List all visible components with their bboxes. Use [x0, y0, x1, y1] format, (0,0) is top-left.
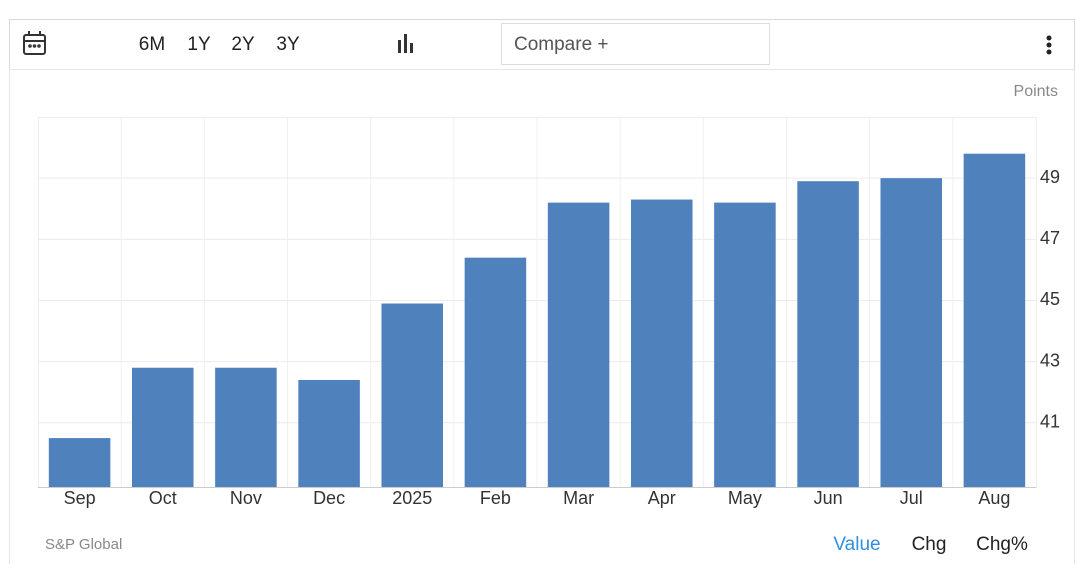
menu-icon[interactable]	[1046, 35, 1052, 55]
bar	[131, 367, 194, 487]
x-tick-label: 2025	[392, 488, 432, 508]
y-tick-label: 43	[1040, 350, 1060, 370]
range-button[interactable]: 6M	[139, 34, 165, 55]
bar	[381, 303, 444, 487]
view-toggle[interactable]: Value	[833, 534, 880, 555]
compare-box[interactable]	[501, 23, 770, 65]
calendar-icon[interactable]	[23, 31, 46, 55]
y-tick-label: 45	[1040, 289, 1060, 309]
bar	[215, 367, 277, 487]
bar	[714, 202, 776, 488]
x-tick-label: Oct	[149, 488, 177, 508]
x-tick-label: Jul	[900, 488, 923, 508]
x-tick-label: May	[728, 488, 762, 508]
x-tick-label: Apr	[648, 488, 676, 508]
x-tick-label: Sep	[64, 488, 96, 508]
bar	[797, 181, 859, 487]
compare-input[interactable]: Compare +	[514, 34, 609, 55]
bar	[963, 153, 1026, 487]
x-tick-label: Aug	[978, 488, 1010, 508]
view-toggle[interactable]: Chg	[912, 534, 947, 555]
range-button[interactable]: 2Y	[231, 34, 255, 55]
x-tick-label: Nov	[230, 488, 262, 508]
y-tick-label: 41	[1040, 412, 1060, 432]
x-tick-label: Jun	[814, 488, 843, 508]
bar	[464, 257, 527, 487]
bar	[880, 178, 943, 487]
y-tick-label: 49	[1040, 167, 1060, 187]
range-button[interactable]: 1Y	[187, 34, 211, 55]
bar	[630, 199, 693, 487]
chart-type-icon[interactable]	[398, 34, 413, 53]
y-tick-label: 47	[1040, 228, 1060, 248]
view-toggle[interactable]: Chg%	[976, 534, 1028, 555]
source: S&P Global	[45, 536, 122, 553]
bar	[298, 379, 360, 487]
y-axis-label: Points	[1014, 83, 1058, 100]
x-tick-label: Mar	[563, 488, 594, 508]
chart-frame	[9, 69, 1075, 569]
bar	[48, 438, 111, 487]
bar	[547, 202, 610, 488]
x-tick-label: Feb	[480, 488, 511, 508]
x-tick-label: Dec	[313, 488, 345, 508]
range-button[interactable]: 3Y	[276, 34, 300, 55]
